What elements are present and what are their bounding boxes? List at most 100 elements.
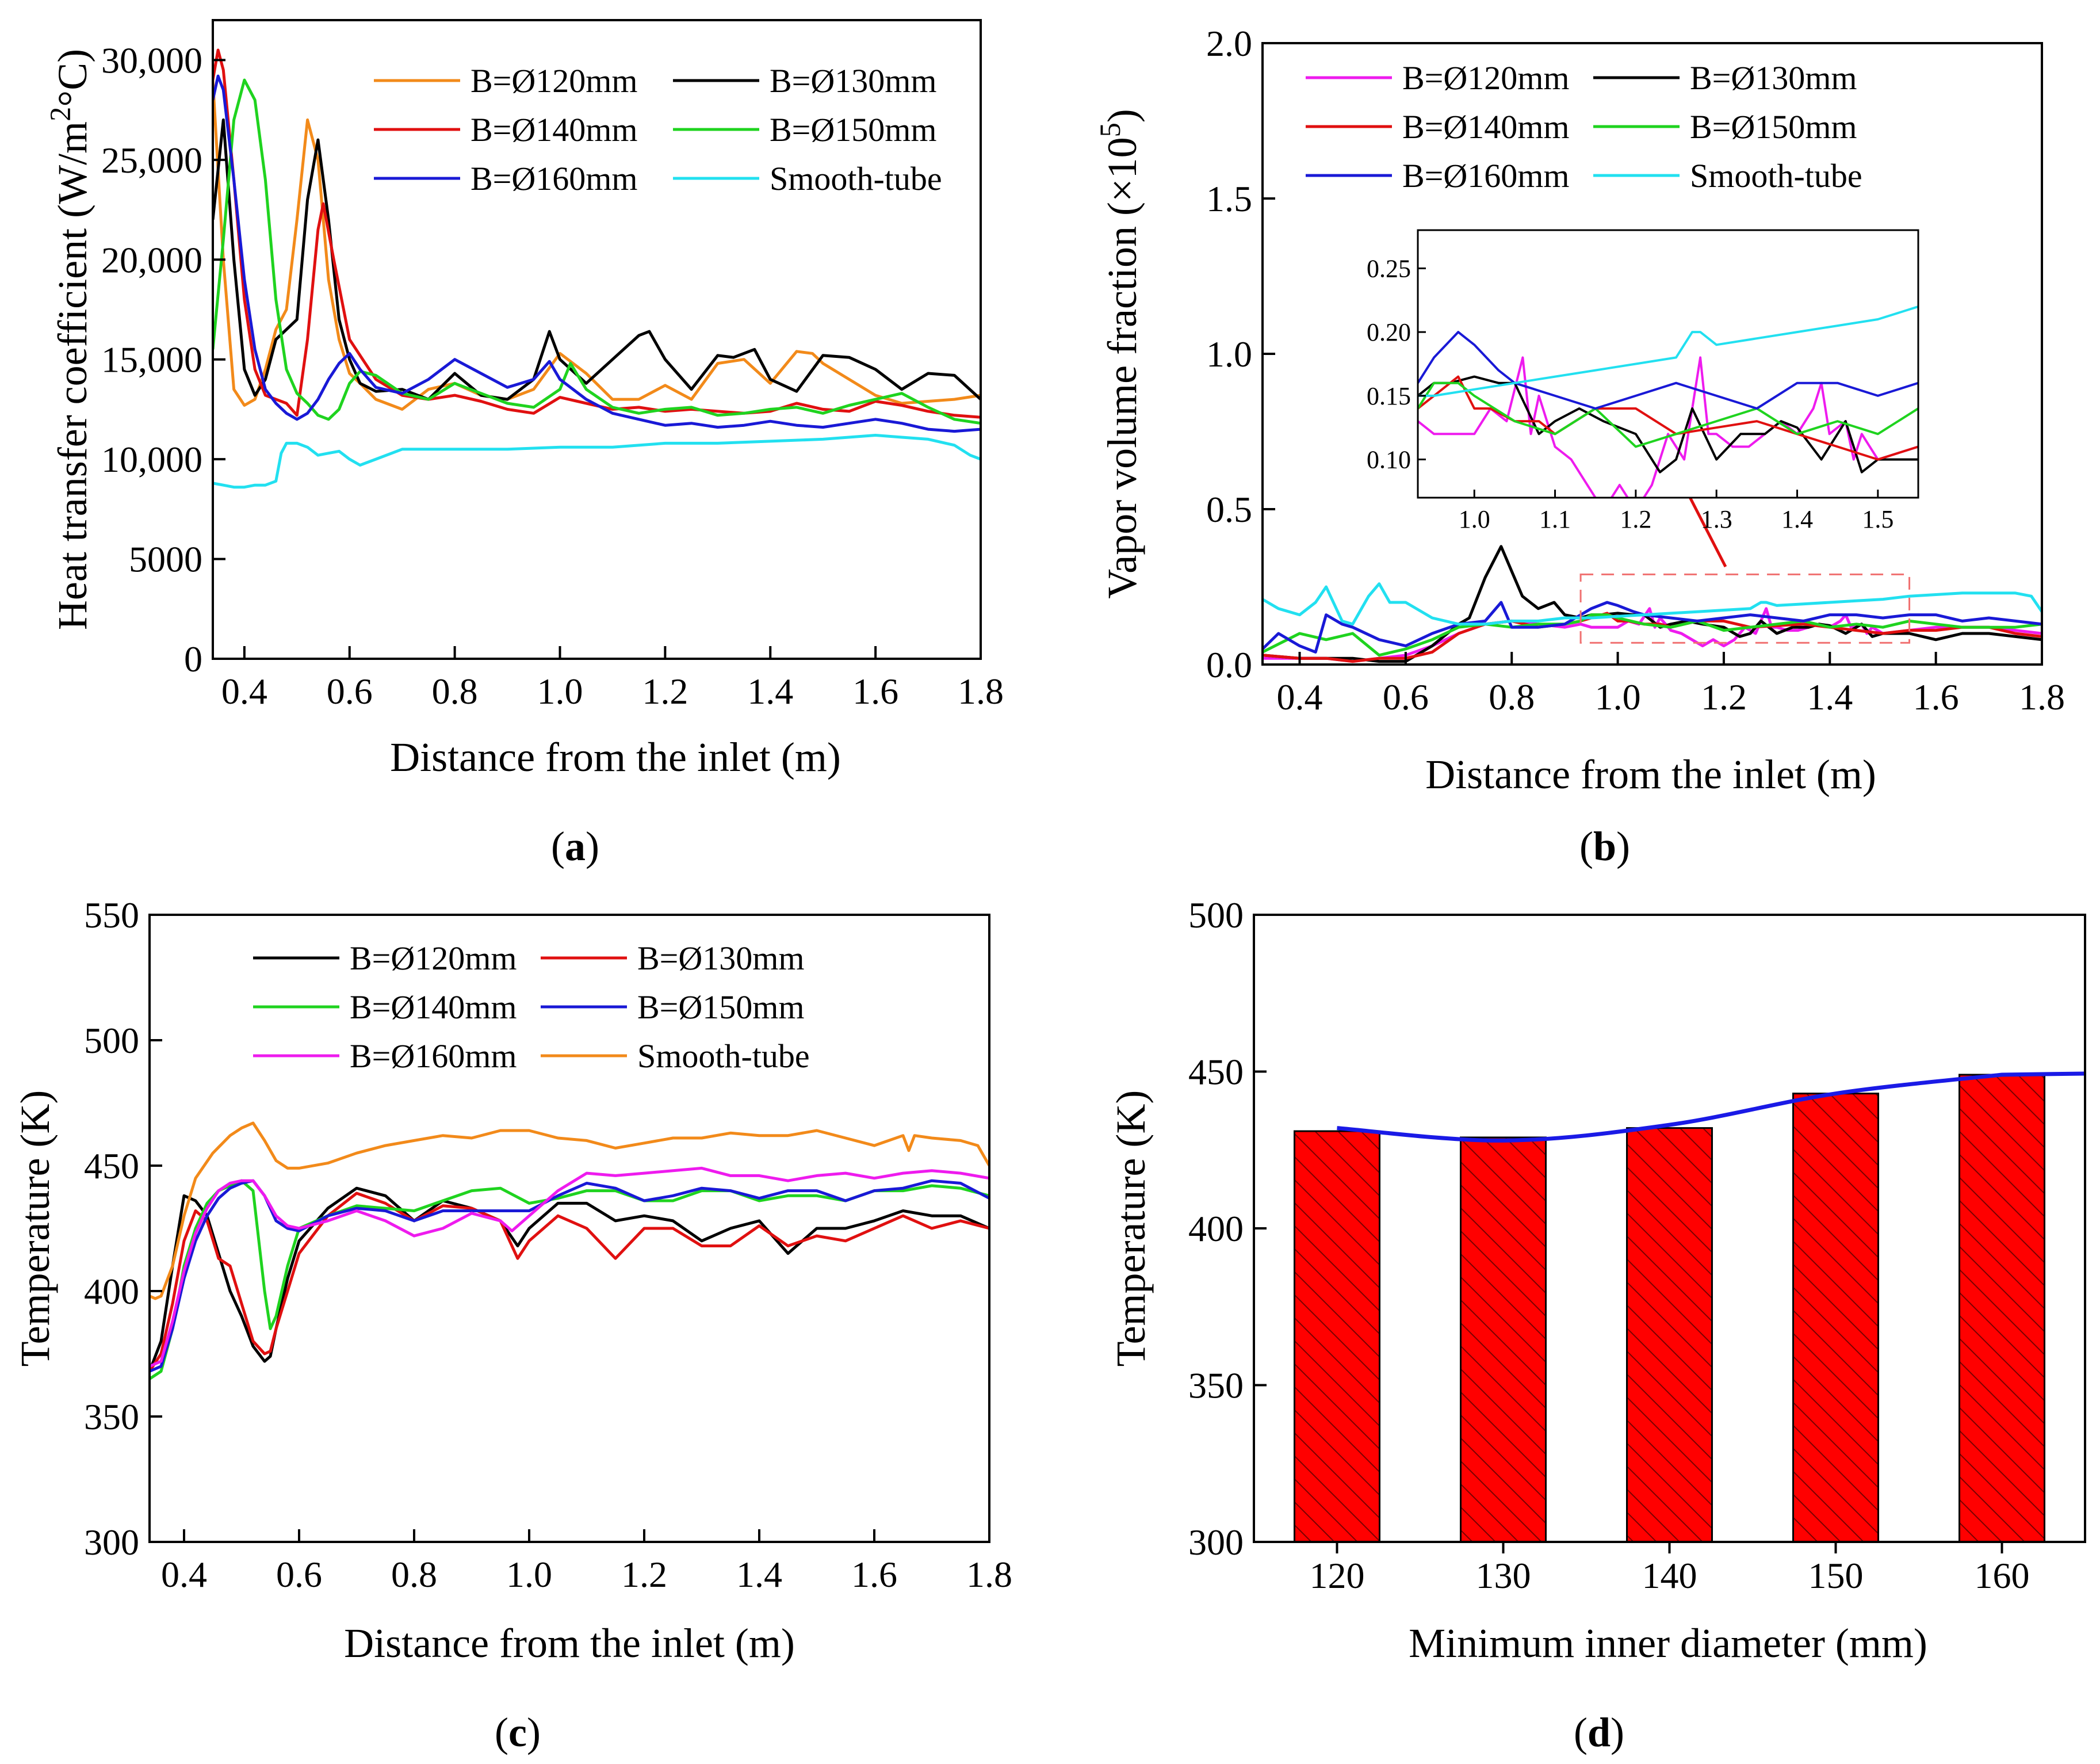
legend: B=Ø120mm B=Ø130mm B=Ø140mm B=Ø150mm B=Ø160mm… xyxy=(253,940,810,1075)
x-tick-label: 140 xyxy=(1642,1555,1697,1596)
y-tick-label: 5000 xyxy=(129,539,202,580)
legend-label-6: Smooth-tube xyxy=(637,1037,810,1075)
y-tick-label: 0 xyxy=(184,639,202,679)
legend-label-3: B=Ø140mm xyxy=(1402,108,1570,146)
x-tick-label: 1.2 xyxy=(1701,677,1747,717)
series-line-6 xyxy=(213,434,981,489)
y-tick-label: 2.0 xyxy=(1206,23,1252,64)
x-tick-label: 0.4 xyxy=(161,1554,207,1595)
x-tick-label: 130 xyxy=(1476,1555,1531,1596)
inset-series-line-1 xyxy=(1418,356,1918,498)
y-tick-label: 25,000 xyxy=(101,140,202,181)
series-line-5 xyxy=(213,74,981,433)
panel-label: (c) xyxy=(495,1709,541,1755)
legend-label-5: B=Ø160mm xyxy=(1402,157,1570,194)
legend-label-3: B=Ø140mm xyxy=(350,988,517,1026)
plot-area xyxy=(213,48,981,489)
legend-label-2: B=Ø130mm xyxy=(637,940,805,977)
y-axis-label: Temperature (K) xyxy=(1108,1090,1154,1367)
x-tick-label: 0.6 xyxy=(276,1554,322,1595)
x-tick-label: 1.2 xyxy=(621,1554,667,1595)
x-tick-label: 1.4 xyxy=(747,671,793,712)
bar-130 xyxy=(1460,1136,1547,1543)
legend-label-4: B=Ø150mm xyxy=(637,988,805,1026)
x-tick-label: 1.8 xyxy=(2019,677,2065,717)
trend-line xyxy=(1337,1071,2086,1143)
legend-label-4: B=Ø150mm xyxy=(770,111,937,148)
y-tick-label: 500 xyxy=(1188,895,1244,936)
legend-label-6: Smooth-tube xyxy=(770,160,942,197)
series-line-5 xyxy=(1263,601,2042,654)
y-axis-label: Heat transfer coefficient (W/m2°C) xyxy=(44,49,95,630)
series-line-3 xyxy=(150,1179,989,1380)
series-line-5 xyxy=(150,1166,989,1368)
inset-series-line-2 xyxy=(1418,375,1918,474)
legend-label-6: Smooth-tube xyxy=(1690,157,1862,194)
y-tick-label: 450 xyxy=(84,1146,139,1186)
series-line-2 xyxy=(1263,545,2042,663)
x-tick-label: 0.8 xyxy=(391,1554,437,1595)
y-tick-label: 10,000 xyxy=(101,439,202,480)
x-axis-label: Distance from the inlet (m) xyxy=(390,734,841,780)
x-tick-label: 1.0 xyxy=(537,671,583,712)
series-line-6 xyxy=(1263,582,2042,626)
x-axis-label: Distance from the inlet (m) xyxy=(1425,751,1876,797)
series-line-6 xyxy=(150,1121,989,1300)
x-tick-label: 1.0 xyxy=(1595,677,1641,717)
zoom-box xyxy=(1579,573,1911,644)
x-tick-label: 0.8 xyxy=(432,671,478,712)
inset-x-tick-label: 1.4 xyxy=(1781,505,1813,533)
legend-label-2: B=Ø130mm xyxy=(770,62,937,100)
x-tick-label: 150 xyxy=(1808,1555,1864,1596)
inset-x-tick-label: 1.1 xyxy=(1539,505,1571,533)
y-tick-label: 20,000 xyxy=(101,239,202,280)
x-tick-label: 1.0 xyxy=(506,1554,552,1595)
inset-series-line-5 xyxy=(1418,331,1918,410)
y-tick-label: 400 xyxy=(84,1271,139,1312)
panel-label: (a) xyxy=(551,823,599,869)
x-tick-label: 120 xyxy=(1310,1555,1365,1596)
y-tick-label: 1.5 xyxy=(1206,178,1252,219)
inset-series-line-4 xyxy=(1418,381,1918,448)
legend: B=Ø120mm B=Ø130mm B=Ø140mm B=Ø150mm B=Ø160mm… xyxy=(374,62,942,197)
bar-140 xyxy=(1626,1127,1713,1543)
y-tick-label: 400 xyxy=(1188,1208,1244,1249)
y-tick-label: 450 xyxy=(1188,1052,1244,1093)
bar-150 xyxy=(1792,1093,1879,1543)
x-tick-label: 1.8 xyxy=(966,1554,1012,1595)
series-line-4 xyxy=(213,78,981,425)
inset-background xyxy=(1418,230,1918,498)
x-axis-label: Distance from the inlet (m) xyxy=(344,1620,795,1666)
chart-b: 0.4 0.6 0.8 1.0 1.2 1.4 1.6 1.8 0.0 0.5 1.0 1.5 2.0 D… xyxy=(1094,23,2065,869)
legend-label-5: B=Ø160mm xyxy=(471,160,638,197)
y-tick-label: 0.5 xyxy=(1206,489,1252,530)
y-tick-label: 15,000 xyxy=(101,339,202,380)
y-tick-label: 1.0 xyxy=(1206,334,1252,375)
series-line-4 xyxy=(1263,613,2042,657)
panel-label: (b) xyxy=(1579,823,1630,869)
y-axis-label: Temperature (K) xyxy=(12,1090,58,1367)
y-tick-label: 350 xyxy=(1188,1365,1244,1406)
y-tick-label: 350 xyxy=(84,1396,139,1437)
x-tick-label: 1.6 xyxy=(852,671,898,712)
y-tick-label: 300 xyxy=(1188,1522,1244,1563)
panel-label: (d) xyxy=(1574,1709,1624,1755)
x-tick-label: 1.6 xyxy=(851,1554,897,1595)
x-tick-label: 0.4 xyxy=(221,671,267,712)
x-tick-label: 1.4 xyxy=(1807,677,1853,717)
axes-frame xyxy=(148,914,990,1543)
x-tick-label: 1.2 xyxy=(642,671,688,712)
series-line-2 xyxy=(150,1192,989,1372)
x-tick-label: 0.6 xyxy=(327,671,373,712)
x-tick-label: 0.4 xyxy=(1277,677,1323,717)
inset-frame xyxy=(1417,229,1919,499)
chart-c: 0.4 0.6 0.8 1.0 1.2 1.4 1.6 1.8 300 350 400 450 500 5… xyxy=(12,895,1012,1755)
axes-frame xyxy=(212,19,982,660)
legend-label-2: B=Ø130mm xyxy=(1690,59,1857,97)
plot-area xyxy=(1263,545,2042,663)
chart-d: 120 130 140 150 160 300 350 400 450 500 Minimum in… xyxy=(1108,895,2086,1755)
inset-x-tick-label: 1.2 xyxy=(1620,505,1651,533)
inset-x-tick-label: 1.5 xyxy=(1862,505,1894,533)
chart-a: 0.4 0.6 0.8 1.0 1.2 1.4 1.6 1.8 0 5000 10,000 15,00… xyxy=(44,19,1004,869)
plot-area xyxy=(150,1121,989,1380)
